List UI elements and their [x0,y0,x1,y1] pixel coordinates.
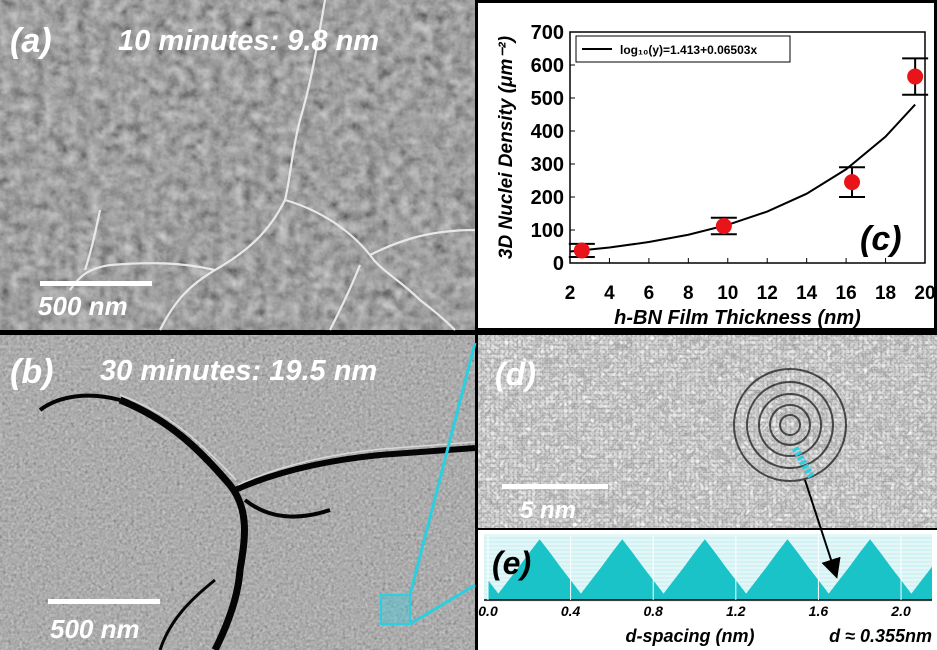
y-tick-label: 600 [531,55,564,77]
x-tick-label: 2 [565,283,576,304]
panel-label: (b) [10,353,53,391]
x-tick-label: 0.0 [478,603,498,619]
y-axis-title: 3D Nuclei Density (μm⁻²) [496,36,517,259]
y-tick-label: 100 [531,220,564,242]
scale-bar [502,484,608,489]
panel-caption: 30 minutes: 19.5 nm [100,355,377,387]
y-tick-label: 200 [531,187,564,209]
x-tick-label: 2.0 [890,603,911,619]
zoom-box [381,595,410,624]
panel-label: (d) [495,356,536,392]
x-tick-label: 20 [914,283,935,304]
x-tick-label: 12 [757,283,778,304]
y-tick-label: 300 [531,154,564,176]
panel-label: (e) [492,545,531,581]
x-tick-label: 0.4 [561,603,581,619]
x-tick-label: 6 [644,283,655,304]
x-tick-label: 14 [796,283,818,304]
x-tick-label: 18 [875,283,896,304]
x-tick-label: 1.6 [809,603,829,619]
x-tick-label: 4 [604,283,615,304]
scale-label: 500 nm [38,291,128,321]
figure: (a) 10 minutes: 9.8 nm 500 nm 0 100 200 300… [0,0,937,650]
x-tick-label: 0.8 [643,603,663,619]
scale-label: 5 nm [520,497,576,524]
point [574,242,590,258]
point [907,69,923,85]
point [716,218,732,234]
x-tick-label: 16 [836,283,857,304]
x-axis-title: d-spacing (nm) [626,626,755,646]
x-axis-title: h-BN Film Thickness (nm) [614,307,861,329]
x-tick-label: 1.2 [726,603,746,619]
page: (a) 10 minutes: 9.8 nm 500 nm 0 100 200 300… [0,0,937,650]
x-tick-label: 10 [717,283,738,304]
panel-label: (c) [860,220,902,258]
x-tick-label: 8 [683,283,694,304]
scale-bar [40,281,152,286]
y-tick-label: 700 [531,22,564,44]
y-tick-label: 400 [531,121,564,143]
y-tick-label: 0 [553,253,564,275]
point [844,174,860,190]
scale-label: 500 nm [50,614,140,644]
annotation: d ≈ 0.355nm [829,626,932,646]
scale-bar [48,599,160,604]
y-tick-label: 500 [531,88,564,110]
panel-label: (a) [10,22,52,60]
panel-caption: 10 minutes: 9.8 nm [118,25,379,57]
legend-label: log₁₀(y)=1.413+0.06503x [620,43,757,57]
